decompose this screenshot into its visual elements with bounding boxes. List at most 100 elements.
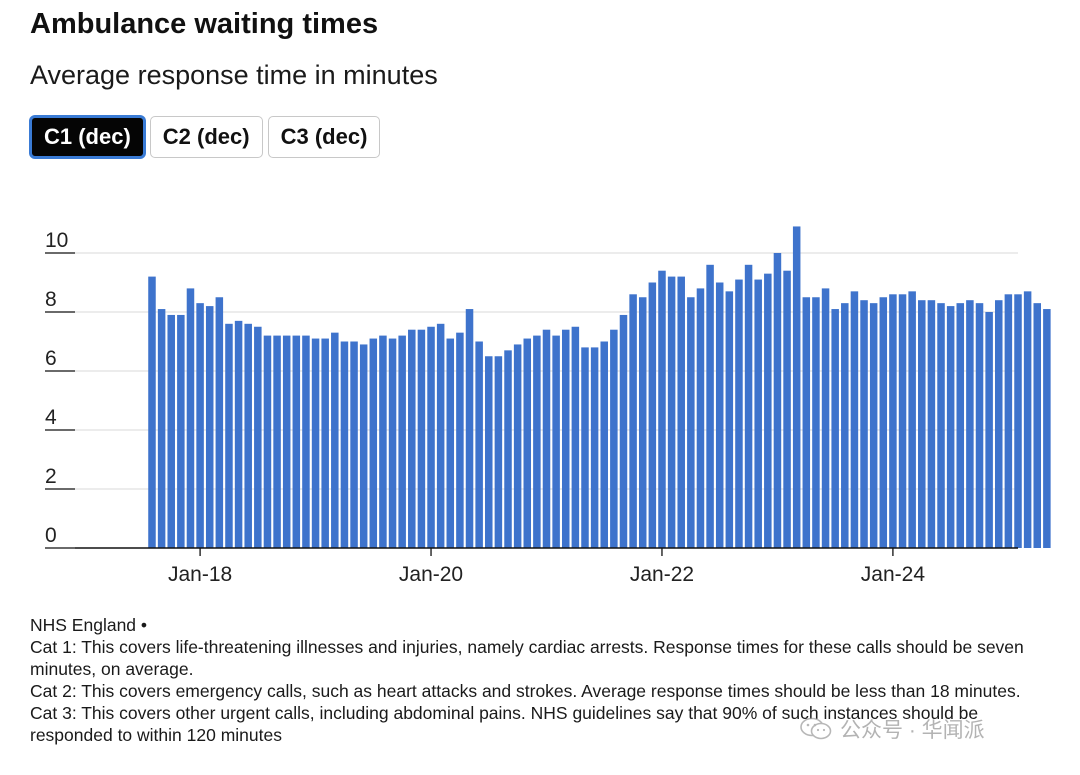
bar: [879, 297, 888, 548]
bar: [398, 335, 406, 548]
bar: [475, 341, 483, 548]
bar: [600, 341, 608, 548]
bar: [667, 276, 676, 548]
bar: [841, 303, 849, 548]
bar: [571, 326, 580, 548]
bar: [792, 226, 801, 548]
bar: [1004, 294, 1013, 548]
chart-notes: NHS England • Cat 1: This covers life-th…: [30, 614, 1065, 746]
bar: [552, 335, 560, 548]
bar: [523, 338, 532, 548]
watermark-text: 公众号 · 华闻派: [840, 719, 985, 742]
bar: [379, 335, 387, 548]
bar: [542, 329, 551, 548]
source-note: NHS England •: [30, 615, 148, 635]
cat2-note: Cat 2: This covers emergency calls, such…: [30, 681, 1021, 701]
bar-chart: 0 2 4 6 8 10 Jan-18 Jan-20 Jan-22 Jan-24: [45, 226, 1051, 586]
bar: [369, 338, 378, 548]
bar: [388, 338, 397, 548]
tab-c3[interactable]: C3 (dec): [267, 116, 381, 158]
bar: [898, 294, 907, 548]
bar: [995, 300, 1003, 548]
bar: [504, 350, 512, 548]
bar: [581, 347, 589, 548]
bar: [331, 332, 339, 548]
bar: [302, 335, 310, 548]
bar: [590, 347, 599, 548]
bar: [744, 264, 753, 548]
bar: [148, 276, 156, 548]
bar: [975, 303, 984, 548]
bar: [350, 341, 358, 548]
bars: [148, 226, 1051, 548]
bar: [821, 288, 830, 548]
bar: [764, 273, 772, 548]
wechat-icon: [800, 717, 832, 740]
y-tick-label: 6: [45, 347, 57, 370]
bar: [561, 329, 570, 548]
bar: [408, 329, 416, 548]
chart-subtitle: Average response time in minutes: [30, 60, 438, 90]
bar: [783, 270, 791, 548]
cat3-note: Cat 3: This covers other urgent calls, i…: [30, 703, 979, 745]
y-tick-label: 0: [45, 524, 57, 547]
bar: [215, 297, 224, 548]
bar: [735, 279, 743, 548]
bar: [436, 323, 445, 548]
bar: [1033, 303, 1041, 548]
bar: [1014, 294, 1022, 548]
bar: [263, 335, 272, 548]
bar: [533, 335, 541, 548]
bar: [167, 314, 175, 548]
bar: [292, 335, 301, 548]
bar: [966, 300, 974, 548]
bar: [927, 300, 936, 548]
bar: [812, 297, 820, 548]
bar: [869, 303, 878, 548]
bar: [177, 314, 185, 548]
bar: [715, 282, 724, 548]
bar: [638, 297, 647, 548]
category-tabs: C1 (dec) C2 (dec) C3 (dec): [30, 116, 381, 158]
bar: [754, 279, 762, 548]
bar: [918, 300, 926, 548]
bar: [513, 344, 522, 548]
bar: [706, 264, 714, 548]
bar: [205, 306, 214, 548]
bar: [282, 335, 291, 548]
bar: [860, 300, 868, 548]
bar: [773, 253, 782, 548]
x-tick-label: Jan-20: [399, 563, 463, 586]
cat1-note: Cat 1: This covers life-threatening illn…: [30, 637, 1024, 679]
bar: [359, 344, 368, 548]
bar: [427, 326, 435, 548]
bar: [321, 338, 329, 548]
bar: [340, 341, 349, 548]
bar: [850, 291, 859, 548]
x-tick-label: Jan-22: [630, 563, 694, 586]
tab-c1[interactable]: C1 (dec): [30, 116, 145, 158]
bar: [254, 326, 262, 548]
bar: [186, 288, 195, 548]
bar: [946, 306, 955, 548]
y-tick-label: 4: [45, 406, 57, 429]
bar: [234, 320, 243, 548]
bar: [225, 323, 233, 548]
y-tick-label: 2: [45, 465, 57, 488]
bar: [889, 294, 897, 548]
bar: [485, 356, 493, 548]
bar: [494, 356, 503, 548]
bar: [157, 309, 166, 548]
bar: [244, 323, 252, 548]
y-tick-label: 8: [45, 288, 57, 311]
chart-title: Ambulance waiting times: [30, 8, 379, 40]
bar: [831, 309, 839, 548]
bar: [677, 276, 685, 548]
bar: [1043, 309, 1051, 548]
x-tick-label: Jan-24: [861, 563, 926, 586]
bar: [985, 312, 993, 548]
tab-c2[interactable]: C2 (dec): [149, 116, 263, 158]
bar: [658, 270, 666, 548]
bar: [956, 303, 965, 548]
y-tick-label: 10: [45, 229, 68, 252]
